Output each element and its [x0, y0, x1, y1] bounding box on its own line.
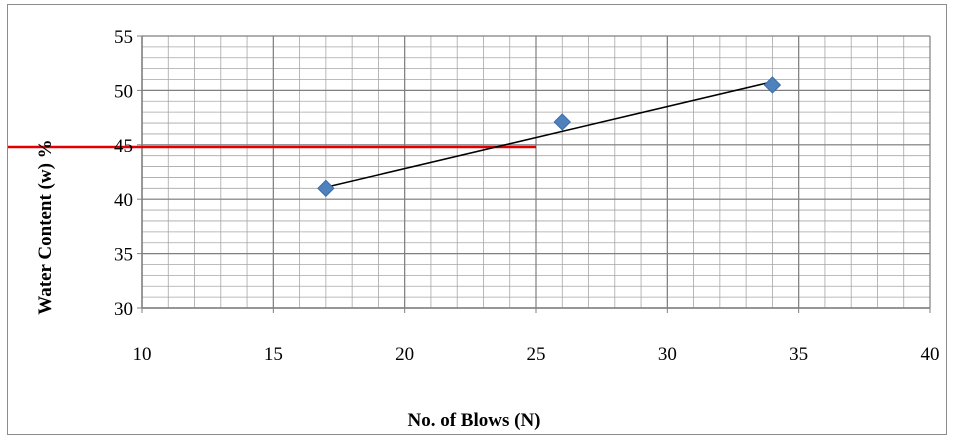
data-point-diamond	[317, 179, 335, 198]
data-point-diamond	[763, 76, 782, 94]
y-tick-label: 30	[114, 299, 133, 320]
major-gridlines	[141, 35, 931, 309]
y-axis-title: Water Content (w) %	[35, 139, 56, 314]
tick-labels-layer: 10 15 20 25 30 35 40 30 35 40 45 50 55	[114, 27, 940, 365]
x-tick-label: 15	[264, 344, 283, 365]
x-tick-label: 25	[527, 344, 546, 365]
chart-frame	[7, 4, 947, 435]
x-tick-label: 30	[658, 344, 677, 365]
y-tick-label: 35	[114, 245, 133, 266]
axes	[137, 35, 931, 313]
y-tick-label: 40	[114, 190, 133, 211]
x-axis-title: No. of Blows (N)	[408, 410, 541, 431]
y-tick-label: 45	[114, 136, 133, 157]
data-point-diamond	[553, 113, 571, 131]
y-tick-label: 55	[114, 27, 133, 48]
x-tick-label: 35	[789, 344, 808, 365]
x-tick-label: 20	[395, 344, 414, 365]
trendline	[325, 80, 773, 188]
data-points-layer	[317, 76, 782, 198]
y-tick-label: 50	[114, 81, 133, 102]
x-tick-label: 10	[133, 344, 152, 365]
trendline-layer	[325, 80, 773, 188]
x-tick-label: 40	[921, 344, 940, 365]
